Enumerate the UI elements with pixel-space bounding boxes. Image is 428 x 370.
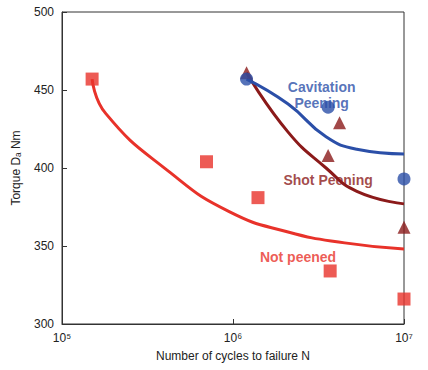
svg-text:450: 450 xyxy=(34,83,54,97)
svg-text:400: 400 xyxy=(34,161,54,175)
svg-text:10⁷: 10⁷ xyxy=(395,331,413,345)
svg-text:Shot Peening: Shot Peening xyxy=(283,172,372,188)
svg-text:350: 350 xyxy=(34,239,54,253)
svg-text:10⁵: 10⁵ xyxy=(53,331,71,345)
svg-text:Number of cycles to failure N: Number of cycles to failure N xyxy=(156,349,310,363)
svg-text:Cavitation: Cavitation xyxy=(288,79,356,95)
svg-text:Torque Dₐ Nm: Torque Dₐ Nm xyxy=(9,130,23,205)
svg-text:300: 300 xyxy=(34,317,54,331)
svg-text:Peening: Peening xyxy=(294,95,348,111)
svg-text:Not peened: Not peened xyxy=(260,249,336,265)
svg-text:10⁶: 10⁶ xyxy=(224,331,242,345)
svg-text:500: 500 xyxy=(34,5,54,19)
